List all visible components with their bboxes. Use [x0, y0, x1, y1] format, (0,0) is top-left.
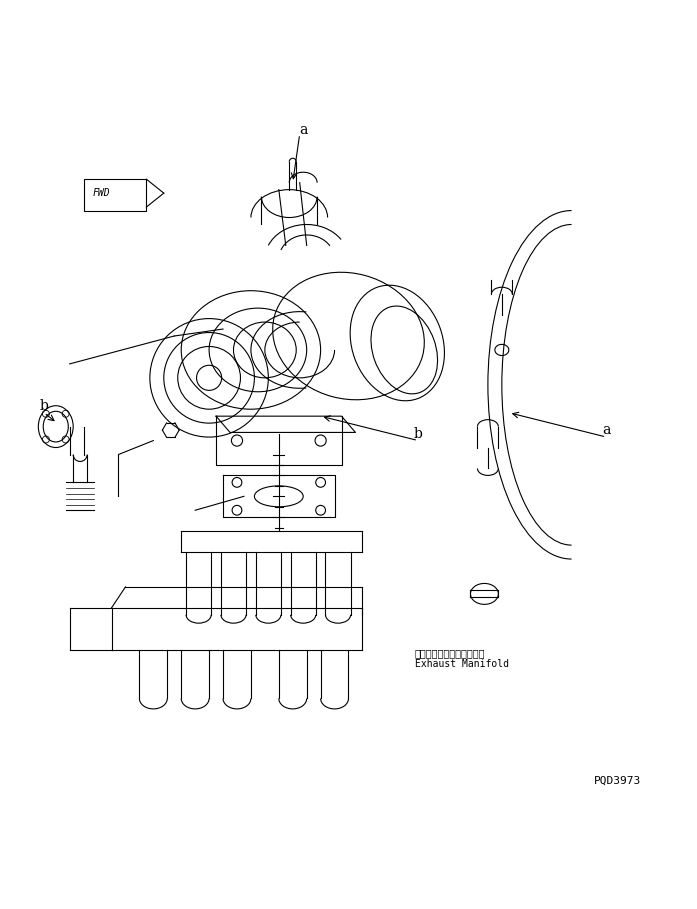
- Text: Exhaust Manifold: Exhaust Manifold: [415, 659, 509, 669]
- Bar: [84, 179, 146, 211]
- Text: b: b: [40, 399, 48, 413]
- Text: a: a: [602, 423, 611, 437]
- Text: PQD3973: PQD3973: [594, 775, 641, 785]
- Text: a: a: [299, 124, 307, 137]
- Text: エキゾーストマニホールド: エキゾーストマニホールド: [415, 648, 485, 658]
- Text: FWD: FWD: [92, 188, 110, 198]
- Text: b: b: [414, 426, 422, 441]
